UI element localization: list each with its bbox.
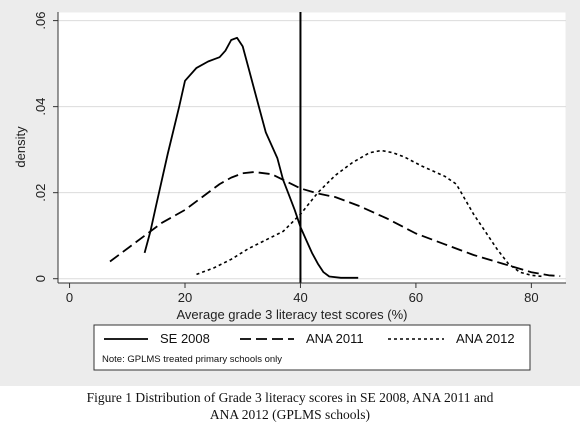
x-axis-title: Average grade 3 literacy test scores (%) bbox=[177, 307, 408, 322]
legend-label-se2008: SE 2008 bbox=[160, 331, 210, 346]
legend-label-ana2012: ANA 2012 bbox=[456, 331, 515, 346]
x-tick-label-4: 80 bbox=[524, 290, 538, 305]
x-tick-label-0: 0 bbox=[66, 290, 73, 305]
figure-panel: 0 20 40 60 80 0 .02 .04 .06 density Average gra… bbox=[0, 0, 580, 386]
legend-box bbox=[93, 324, 531, 371]
y-tick-label-1: .02 bbox=[33, 184, 48, 202]
series-group bbox=[109, 36, 561, 279]
series-line-se-2008 bbox=[143, 36, 359, 279]
y-ticks: 0 .02 .04 .06 bbox=[33, 12, 58, 282]
chart-note: Note: GPLMS treated primary schools only bbox=[102, 354, 282, 365]
x-tick-label-3: 60 bbox=[409, 290, 423, 305]
legend: SE 2008 ANA 2011 ANA 2012 Note: GPLMS tr… bbox=[93, 324, 531, 371]
caption-line-2: ANA 2012 (GPLMS schools) bbox=[209, 407, 371, 422]
x-tick-label-2: 40 bbox=[293, 290, 307, 305]
series-line-ana-2012 bbox=[196, 149, 543, 278]
legend-label-ana2011: ANA 2011 bbox=[306, 331, 364, 346]
gridlines bbox=[58, 20, 566, 280]
density-chart: 0 20 40 60 80 0 .02 .04 .06 density Average gra… bbox=[13, 11, 567, 371]
y-tick-label-2: .04 bbox=[33, 98, 48, 116]
y-axis-title: density bbox=[13, 126, 28, 168]
x-ticks: 0 20 40 60 80 bbox=[66, 283, 539, 305]
axes bbox=[57, 12, 566, 284]
y-tick-label-3: .06 bbox=[33, 12, 48, 30]
plot-area bbox=[57, 11, 567, 284]
series-line-ana-2011 bbox=[109, 171, 561, 277]
x-tick-label-1: 20 bbox=[178, 290, 192, 305]
caption-line-1: Figure 1 Distribution of Grade 3 literac… bbox=[86, 390, 494, 405]
y-tick-label-0: 0 bbox=[33, 275, 48, 282]
figure-caption: Figure 1 Distribution of Grade 3 literac… bbox=[0, 389, 580, 423]
